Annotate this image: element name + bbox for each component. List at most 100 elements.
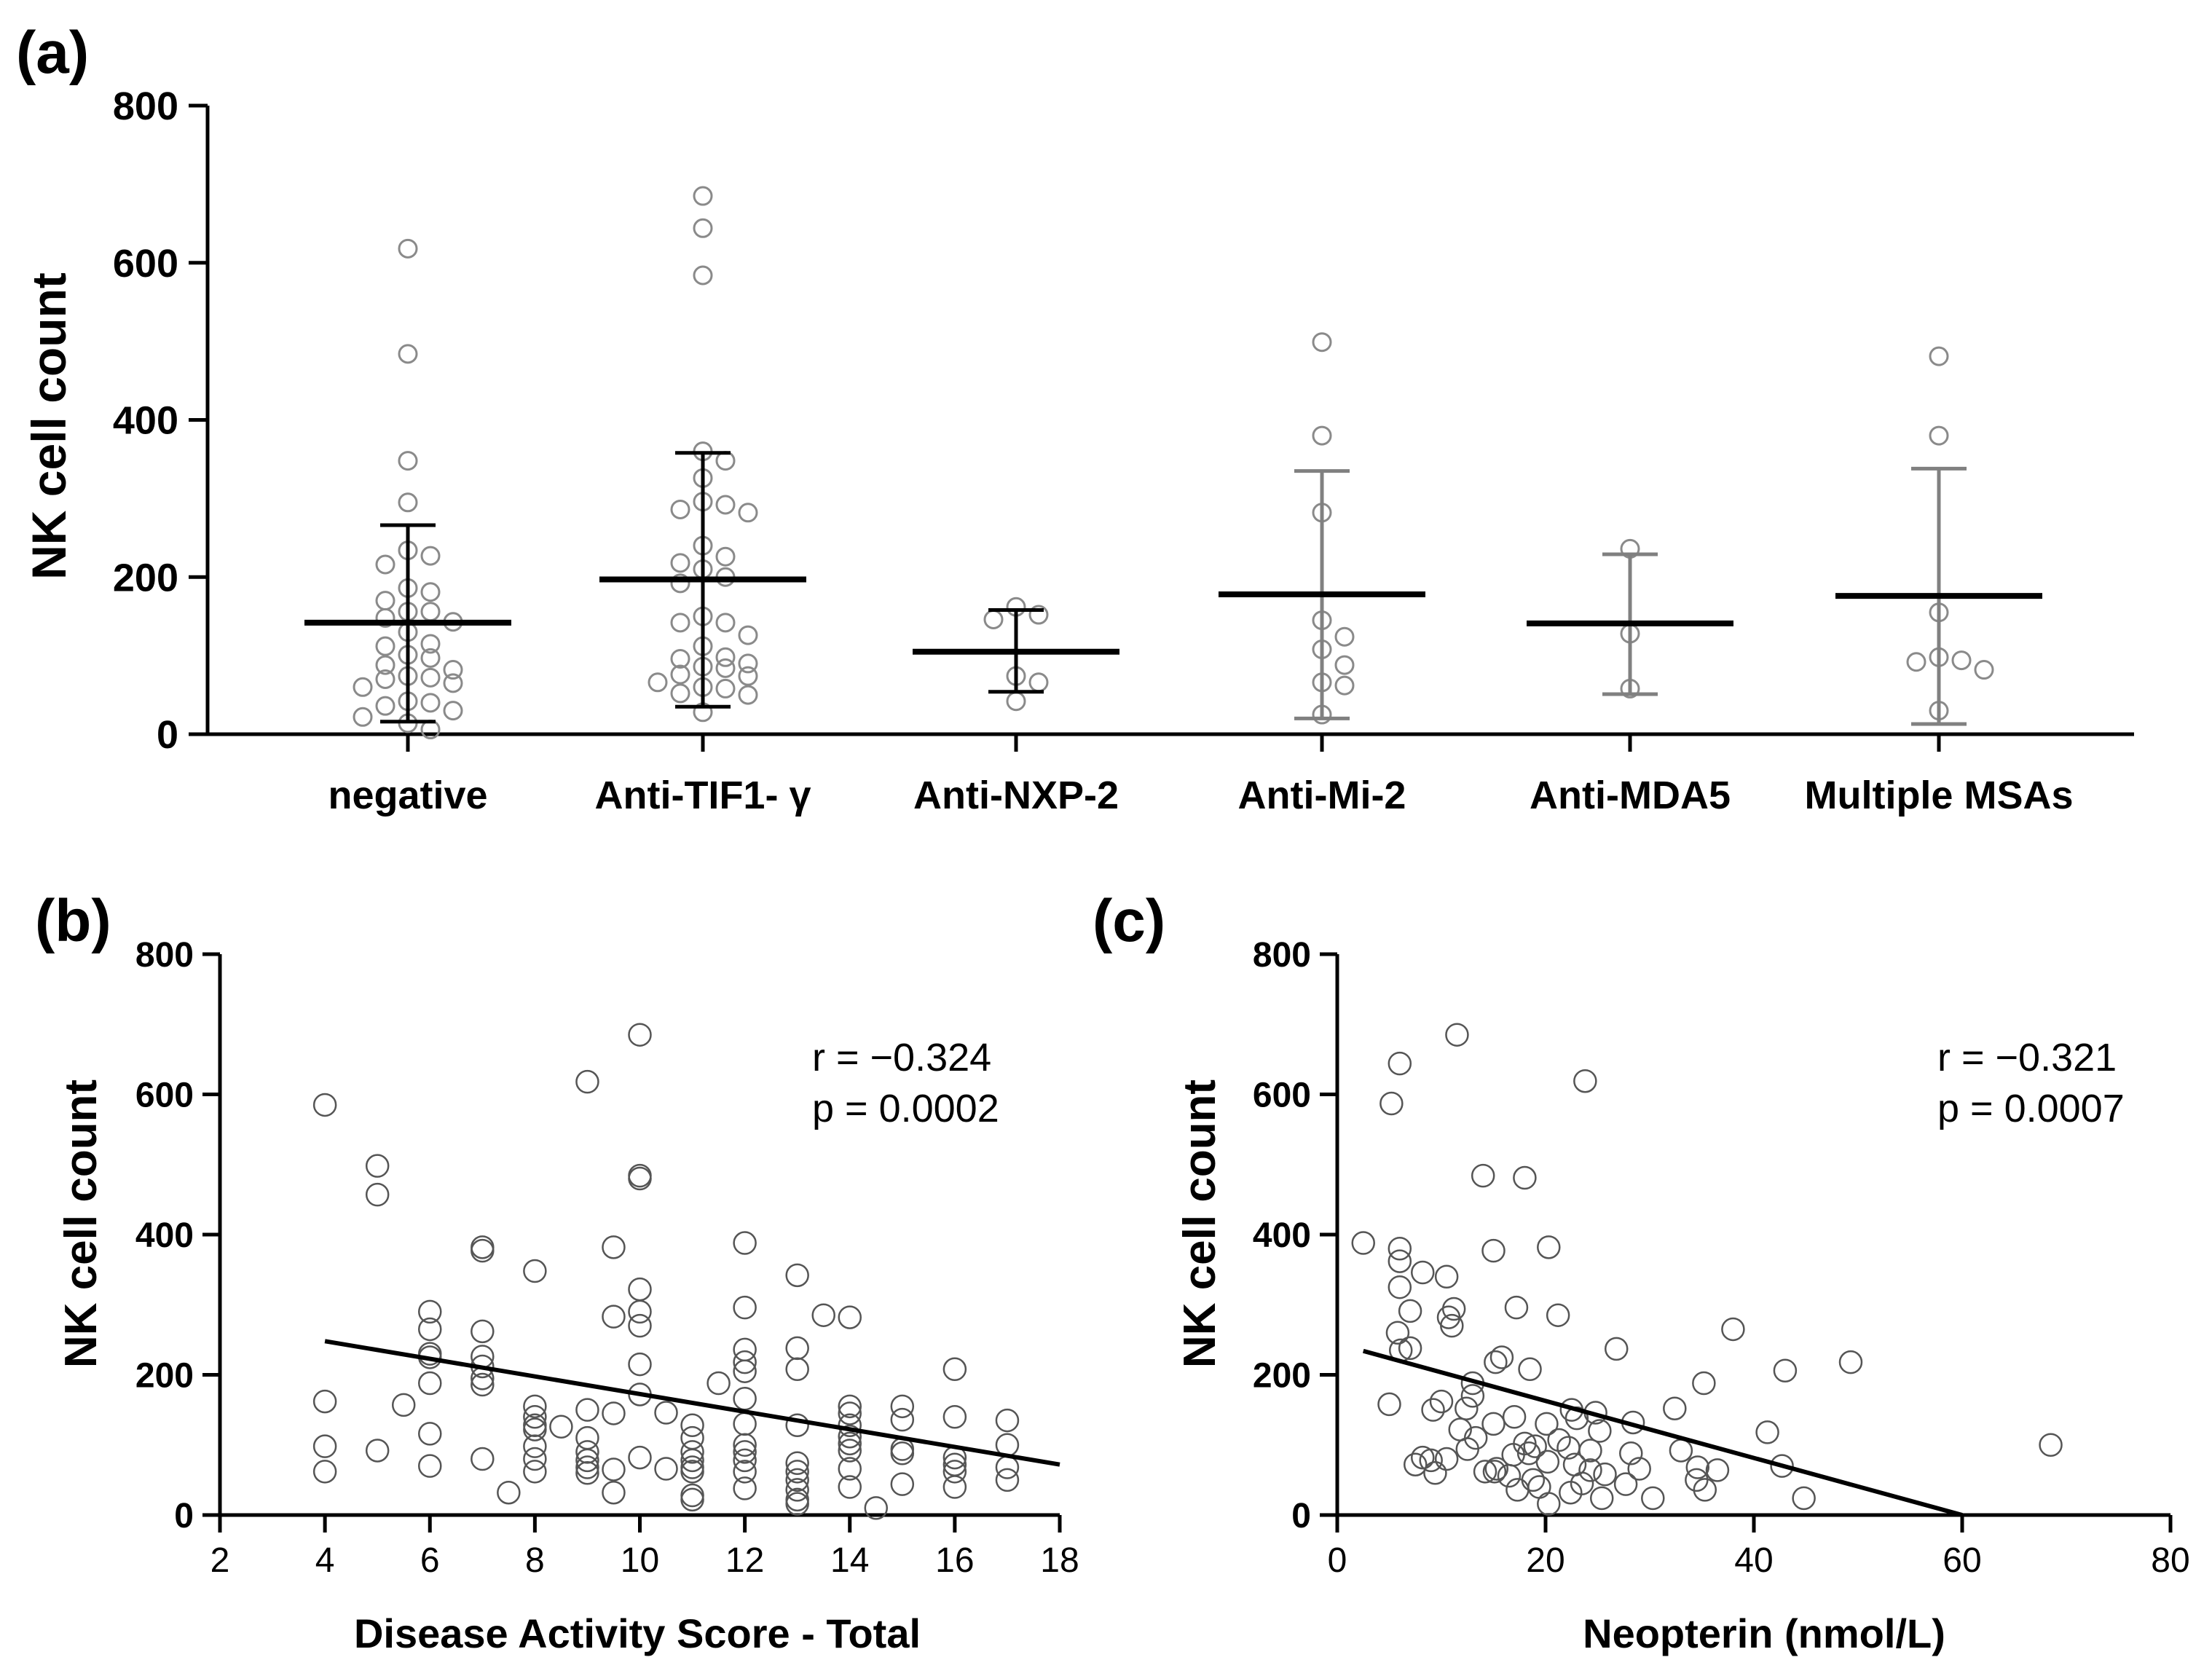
panel-c-r-value: r = −0.321 [1937,1036,2117,1079]
panel-b-data-point [628,1166,652,1191]
panel-b-data-point [654,1457,678,1481]
panel-a-data-point [1974,660,1994,680]
panel-a-data-point [375,607,395,628]
panel-c-data-point [1388,1249,1412,1273]
panel-b-data-point [838,1457,862,1481]
panel-c-data-point [1434,1264,1459,1289]
panel-a-data-point [1334,626,1355,647]
panel-c-y-tick-label: 200 [1253,1357,1311,1396]
panel-a-data-point [375,669,395,689]
panel-c-data-point [1484,1350,1508,1374]
panel-b-data-point [312,1389,337,1414]
panel-c-data-point [1388,1051,1412,1076]
panel-b-data-point [418,1371,442,1396]
panel-a-data-point [420,602,441,622]
panel-a-data-point [670,499,690,519]
panel-c-data-point [1627,1457,1651,1481]
panel-a-data-point [738,503,758,523]
panel-c-data-point [1578,1458,1602,1482]
panel-b-x-tick-label: 4 [315,1541,335,1580]
panel-c-data-point [1537,1235,1561,1259]
panel-c-data-point [1471,1163,1495,1188]
panel-b-data-point [602,1480,626,1505]
panel-b-data-point [838,1394,862,1419]
panel-b-data-point [602,1401,626,1425]
panel-b-data-point [733,1412,757,1436]
panel-c-data-point [1613,1472,1638,1496]
panel-a-data-point [398,238,418,259]
panel-b-data-point [942,1357,967,1382]
panel-b-data-point [471,1447,495,1471]
panel-b-x-tick-label: 12 [725,1541,764,1580]
panel-c-data-point [1692,1371,1716,1396]
panel-a-data-point [375,554,395,575]
panel-b-data-point [785,1336,809,1361]
panel-a-data-point [670,648,690,669]
panel-b-data-point [942,1405,967,1429]
panel-b-data-point [733,1350,757,1374]
panel-b-data-point [391,1393,416,1417]
panel-c-y-axis-title: NK cell count [1175,1079,1225,1368]
panel-b-data-point [995,1468,1020,1492]
panel-c-data-point [1379,1091,1404,1116]
panel-a-data-point [693,186,713,206]
panel-c-data-point [1589,1486,1614,1511]
panel-c-x-tick-label: 40 [1734,1541,1773,1580]
panel-c-data-point [1663,1396,1687,1420]
panel-c-data-point [1685,1455,1710,1479]
panel-c-data-point [1404,1452,1428,1476]
panel-c-data-point [1440,1313,1464,1338]
panel-b-data-point [680,1425,704,1450]
panel-c-data-point [1513,1165,1537,1190]
panel-a-y-tick-label: 0 [157,713,178,757]
panel-a-data-point [1312,332,1332,353]
panel-b-y-axis-title: NK cell count [56,1079,106,1368]
panel-b-data-point [680,1483,704,1508]
panel-b-data-point [312,1093,337,1117]
panel-a-data-point [420,648,441,668]
panel-c-data-point [1527,1475,1551,1499]
panel-c-data-point [1455,1396,1479,1420]
panel-b-x-tick-label: 18 [1040,1541,1079,1580]
panel-b-data-point [575,1461,599,1485]
panel-a-data-point [420,634,441,654]
panel-b-data-point [312,1434,337,1458]
panel-a-data-point [420,667,441,688]
panel-b-data-point [838,1431,862,1456]
panel-c-data-point [1705,1458,1730,1482]
panel-a-data-point [1906,652,1926,672]
panel-b-data-point [680,1487,704,1512]
panel-b-data-point [549,1415,573,1439]
panel-a-data-point [375,696,395,716]
panel-c-x-tick-label: 80 [2151,1541,2189,1580]
panel-b-y-tick-label: 0 [174,1497,194,1535]
panel-b-data-point [733,1476,757,1500]
panel-b-data-point [733,1440,757,1464]
panel-b-x-tick-label: 10 [621,1541,659,1580]
panel-a-data-point [715,647,736,667]
panel-b-data-point [785,1478,809,1502]
panel-a-data-point [375,655,395,675]
panel-b-data-point [890,1407,915,1432]
panel-c-data-point [1537,1492,1561,1516]
panel-c-y-tick-label: 600 [1253,1077,1311,1115]
panel-c-data-point [1693,1478,1717,1502]
panel-c: (c) NK cell count Neopterin (nmol/L) r =… [1093,888,2190,1656]
panel-a-data-point [670,573,690,594]
panel-a-data-point [420,546,441,566]
panel-b-data-point [523,1259,547,1283]
panel-b-data-point [733,1337,757,1362]
panel-a-data-point [1028,605,1049,625]
panel-a-data-point [443,701,463,721]
panel-a-category-label: negative [328,774,487,817]
panel-c-data-point [1588,1419,1612,1443]
panel-b-data-point [838,1439,862,1463]
panel-b-data-point [602,1305,626,1329]
panel-b-data-point [890,1441,915,1465]
panel-b-trend-line [324,1339,1060,1467]
panel-b-x-tick-label: 16 [935,1541,974,1580]
panel-c-data-point [1445,1023,1469,1047]
panel-a-data-point [1312,425,1332,446]
panel-b-data-point [733,1448,757,1473]
